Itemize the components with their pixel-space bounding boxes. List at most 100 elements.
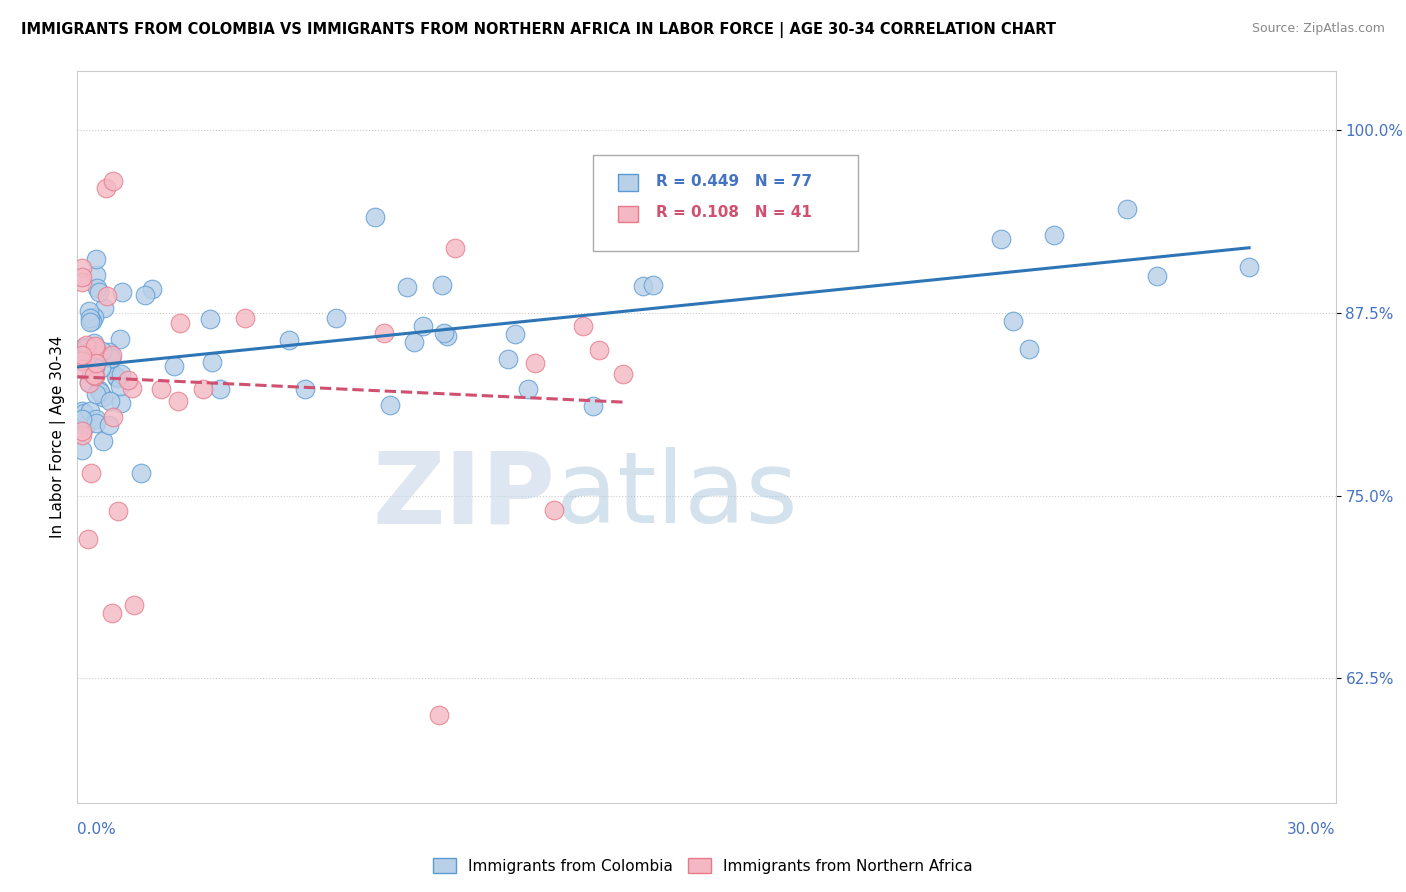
Point xyxy=(325,311,347,326)
Point xyxy=(70,354,93,368)
Point xyxy=(105,368,128,383)
Point xyxy=(70,404,93,418)
Point xyxy=(633,279,655,293)
Point xyxy=(70,275,93,289)
Point xyxy=(70,361,93,376)
Point xyxy=(395,280,418,294)
Point xyxy=(436,329,458,343)
Point xyxy=(75,338,97,352)
Point xyxy=(73,340,96,354)
Y-axis label: In Labor Force | Age 30-34: In Labor Force | Age 30-34 xyxy=(51,335,66,539)
Text: Source: ZipAtlas.com: Source: ZipAtlas.com xyxy=(1251,22,1385,36)
Point xyxy=(70,424,93,438)
Point xyxy=(89,285,111,299)
Point xyxy=(990,232,1012,246)
Text: 0.0%: 0.0% xyxy=(77,822,117,837)
Point xyxy=(427,708,450,723)
Point xyxy=(1146,268,1168,283)
Text: R = 0.108   N = 41: R = 0.108 N = 41 xyxy=(657,205,813,220)
Point xyxy=(378,398,401,412)
Point xyxy=(98,394,121,409)
Point xyxy=(122,599,145,613)
Text: ZIP: ZIP xyxy=(373,447,555,544)
Point xyxy=(169,316,191,330)
Point xyxy=(84,387,107,401)
Point xyxy=(82,314,104,328)
Point xyxy=(91,434,114,449)
Point xyxy=(76,349,98,363)
Point xyxy=(110,379,132,393)
Point xyxy=(103,174,125,188)
Point xyxy=(100,351,122,366)
Point xyxy=(1043,227,1066,242)
Point xyxy=(90,361,112,376)
Point xyxy=(84,268,107,282)
Point xyxy=(70,261,93,276)
Point xyxy=(191,382,215,396)
Text: IMMIGRANTS FROM COLOMBIA VS IMMIGRANTS FROM NORTHERN AFRICA IN LABOR FORCE | AGE: IMMIGRANTS FROM COLOMBIA VS IMMIGRANTS F… xyxy=(21,22,1056,38)
Point xyxy=(444,241,467,255)
Point xyxy=(84,339,107,353)
Point xyxy=(89,383,111,397)
Point xyxy=(105,371,128,385)
Point xyxy=(86,281,108,295)
Point xyxy=(1018,343,1040,357)
Point xyxy=(79,311,101,326)
Point xyxy=(84,252,107,266)
Point xyxy=(233,311,256,326)
Point xyxy=(83,368,105,383)
Point xyxy=(523,356,546,370)
Point xyxy=(77,376,100,391)
Point xyxy=(77,375,100,389)
Point xyxy=(373,326,395,341)
Point xyxy=(517,382,540,396)
Point xyxy=(496,351,519,366)
Point xyxy=(89,385,111,400)
Point xyxy=(101,348,124,362)
Text: 30.0%: 30.0% xyxy=(1288,822,1336,837)
Point xyxy=(84,356,107,370)
Point xyxy=(93,301,115,316)
Point xyxy=(1115,202,1137,216)
Point xyxy=(86,411,108,425)
Point xyxy=(201,354,224,368)
Point xyxy=(1001,314,1024,328)
Point xyxy=(117,373,139,387)
Point xyxy=(79,404,101,418)
Point xyxy=(1237,260,1260,274)
Point xyxy=(84,359,107,374)
Point xyxy=(110,367,132,381)
Point xyxy=(84,416,107,430)
Point xyxy=(208,382,231,396)
Point xyxy=(277,333,299,347)
Point xyxy=(70,443,93,458)
Point xyxy=(77,304,100,318)
Point xyxy=(110,396,132,410)
Point xyxy=(612,367,634,381)
Point xyxy=(70,412,93,426)
Point xyxy=(503,326,526,341)
Point xyxy=(79,315,101,329)
Point xyxy=(75,341,97,355)
Point xyxy=(150,383,173,397)
Point xyxy=(96,289,118,303)
Point xyxy=(70,348,93,362)
Point xyxy=(716,230,738,244)
Point xyxy=(96,181,118,195)
Point xyxy=(83,310,105,325)
Point xyxy=(100,351,122,365)
Point xyxy=(141,282,163,296)
Point xyxy=(111,285,134,299)
FancyBboxPatch shape xyxy=(593,155,858,251)
Point xyxy=(412,318,434,333)
FancyBboxPatch shape xyxy=(619,175,638,191)
Point xyxy=(107,504,129,518)
Point xyxy=(754,232,776,246)
Point xyxy=(364,211,387,225)
Point xyxy=(98,344,121,359)
Point xyxy=(198,312,221,326)
Point xyxy=(73,406,96,420)
Point xyxy=(641,277,664,292)
Point xyxy=(84,343,107,357)
Point xyxy=(294,382,316,396)
